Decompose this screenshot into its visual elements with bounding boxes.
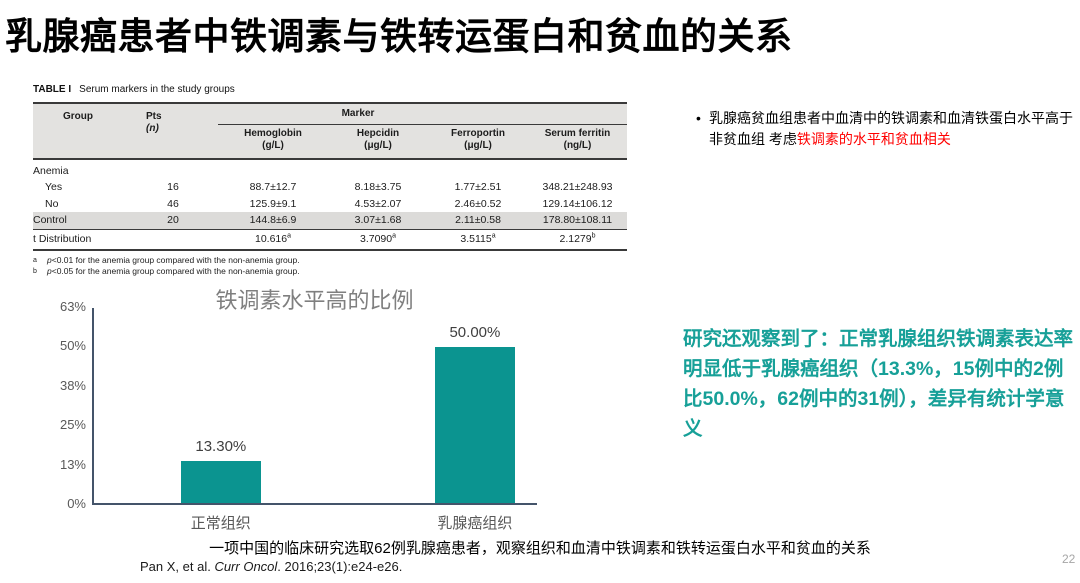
table-row: No 46 125.9±9.1 4.53±2.07 2.46±0.52 129.… [45,197,613,210]
footnote-a: a p<0.01 for the anemia group compared wi… [33,254,300,265]
key-finding-text: 研究还观察到了：正常乳腺组织铁调素表达率明显低于乳腺癌组织（13.3%，15例中… [683,328,1074,440]
serum-markers-table: TABLE I Serum markers in the study groups… [33,84,627,277]
col-header-hemoglobin: Hemoglobin (g/L) [244,128,302,151]
bullet-marker: • [696,110,701,126]
y-tick-label: 0% [67,496,86,511]
bar-normal-tissue [180,461,261,503]
col-header-pts: Pts (n) [146,111,162,134]
table-section-anemia: Anemia [33,165,69,177]
page-number: 22 [1062,552,1076,566]
study-summary: 一项中国的临床研究选取62例乳腺癌患者，观察组织和血清中铁调素和铁转运蛋白水平和… [209,540,871,557]
footnote-b: b p<0.05 for the anemia group compared wi… [33,265,300,276]
bar-value-label: 13.30% [195,438,247,456]
plot-area: 0% 13% 25% 38% 50% 63% 13.30% 正常组织 50.00% 乳腺癌组织 [60,299,537,532]
table-body: Anemia Yes 16 88.7±12.7 8.18±3.75 1.77±2… [33,160,627,251]
table-caption-label: TABLE I [33,84,72,95]
col-header-group: Group [63,111,93,122]
col-header-hepcidin: Hepcidin (μg/L) [356,128,400,151]
citation: Pan X, et al. Curr Oncol. 2016;23(1):e24… [140,559,403,574]
y-tick-label: 38% [59,377,86,393]
bullet-note: • 乳腺癌贫血组患者中血清中的铁调素和血清铁蛋白水平高于非贫血组 考虑铁调素的水… [696,108,1080,150]
table-row-t-distribution: t Distribution 10.616a 3.7090a 3.5115a 2… [33,228,627,251]
table-footnotes: a p<0.01 for the anemia group compared wi… [33,255,627,277]
slide-title: 乳腺癌患者中铁调素与铁转运蛋白和贫血的关系 [5,16,793,57]
table-row-control: Control 20 144.8±6.9 3.07±1.68 2.11±0.58… [33,212,627,229]
col-header-marker: Marker [341,108,375,119]
category-label: 乳腺癌组织 [437,515,513,532]
table-caption: TABLE I Serum markers in the study groups [33,84,627,95]
table-row: Yes 16 88.7±12.7 8.18±3.75 1.77±2.51 348… [45,181,613,193]
y-tick-label: 63% [59,299,86,314]
col-header-ferroportin: Ferroportin (μg/L) [451,128,505,151]
table-header: Group Pts (n) Marker Hemoglobin (g/L) Hep… [33,102,627,160]
y-tick-label: 50% [59,338,86,354]
table-caption-text: Serum markers in the study groups [79,84,235,95]
bar-value-label: 50.00% [449,323,501,341]
chart-title: 铁调素水平高的比例 [215,288,414,313]
bar-breast-cancer-tissue [434,346,515,503]
bullet-text: 乳腺癌贫血组患者中血清中的铁调素和血清铁蛋白水平高于非贫血组 考虑铁调素的水平和… [709,110,1073,147]
bullet-red-text: 铁调素的水平和贫血相关 [796,131,951,147]
y-tick-label: 25% [59,417,86,433]
category-label: 正常组织 [190,515,251,532]
col-header-serum-ferritin: Serum ferritin (ng/L) [544,128,611,151]
y-tick-label: 13% [59,456,86,472]
marker-rule [218,124,627,125]
